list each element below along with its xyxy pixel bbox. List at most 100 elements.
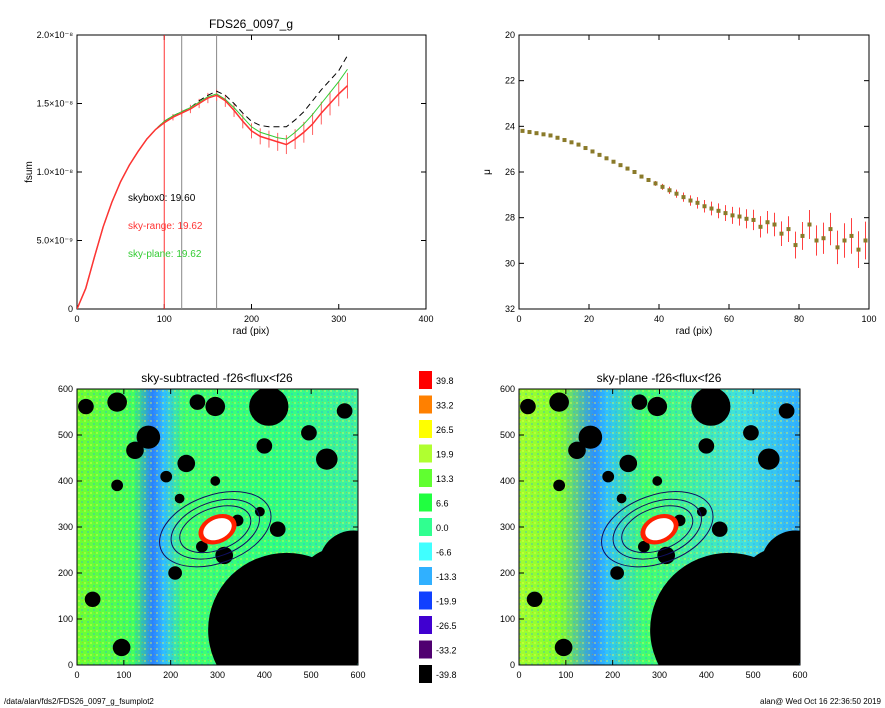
image2-ytick-label: 500	[58, 430, 73, 440]
masked-star	[107, 392, 127, 412]
colorbar-swatch	[419, 518, 432, 536]
fsum-ytick-label: 5.0×10⁻⁹	[37, 236, 74, 246]
masked-star	[757, 448, 780, 470]
image3-xtick-label: 200	[605, 670, 620, 680]
image3-xtick-label: 500	[746, 670, 761, 680]
colorbar-swatch	[419, 444, 432, 463]
masked-star	[743, 425, 759, 441]
profile-ytick-label: 30	[505, 258, 515, 268]
image3-ytick-label: 600	[500, 384, 515, 394]
colorbar-label: -26.5	[436, 621, 457, 631]
image3-xtick-label: 100	[558, 670, 573, 680]
colorbar-label: -19.9	[436, 597, 457, 607]
image2-xtick-label: 400	[257, 670, 272, 680]
colorbar-swatch	[419, 567, 432, 585]
profile-point	[667, 188, 672, 193]
profile-point	[604, 156, 609, 161]
profile-point	[541, 132, 546, 137]
profile-point	[814, 238, 819, 243]
profile-point	[646, 177, 651, 182]
profile-xtick-label: 40	[654, 314, 664, 324]
aperture-ellipse	[170, 498, 260, 560]
fsum-panel: 0 100 200 300 400 0 5.0×10⁻⁹ 1.0×10⁻⁸ 1.5×10⁻⁸ 2.…	[24, 17, 434, 337]
masked-star	[698, 438, 715, 454]
profile-point	[709, 206, 714, 211]
image2-ytick-label: 100	[58, 614, 73, 624]
profile-xtick-label: 60	[724, 314, 734, 324]
colorbar: 39.8 33.2 26.5 19.9 13.3 6.6 0.0 -6.6 -13.3 -19.9…	[419, 371, 457, 683]
colorbar-label: -39.8	[436, 670, 457, 680]
masked-star	[160, 470, 173, 483]
masked-star	[778, 403, 795, 419]
profile-xtick-label: 100	[861, 314, 876, 324]
profile-point	[723, 211, 728, 216]
colorbar-swatch	[419, 493, 432, 512]
profile-point	[548, 133, 553, 138]
profile-point	[751, 217, 756, 222]
masked-star	[112, 638, 131, 657]
profile-point	[849, 233, 854, 238]
profile-panel: 0 20 40 60 80 100 32 30 28 26 24 22 20 rad (pix) μ	[482, 30, 877, 337]
masked-star	[254, 506, 265, 517]
masked-star	[196, 540, 208, 553]
image3-xtick-label: 600	[792, 670, 807, 680]
sky-plane-title: sky-plane -f26<flux<f26	[597, 371, 722, 385]
profile-point	[828, 227, 833, 232]
profile-point	[674, 191, 679, 196]
profile-point	[765, 220, 770, 225]
profile-point	[793, 243, 798, 248]
masked-star	[657, 546, 676, 565]
image3-ytick-label: 400	[500, 476, 515, 486]
image2-ytick-label: 600	[58, 384, 73, 394]
masked-star	[578, 425, 603, 449]
image2-xtick-label: 100	[116, 670, 131, 680]
profile-frame	[518, 34, 870, 310]
profile-point	[632, 170, 637, 174]
fsum-xlabel: rad (pix)	[233, 326, 270, 337]
profile-point	[639, 174, 644, 179]
masked-bright-star	[725, 578, 795, 647]
masked-star	[189, 394, 206, 410]
fsum-ytick-label: 1.0×10⁻⁸	[37, 167, 74, 177]
image2-ytick-label: 300	[58, 522, 73, 532]
masked-star	[526, 591, 543, 607]
masked-star	[174, 493, 185, 504]
fsum-xtick-label: 400	[418, 314, 433, 324]
masked-star	[554, 638, 573, 657]
masked-star	[638, 540, 650, 553]
fsum-title: FDS26_0097_g	[209, 17, 293, 31]
masked-star	[336, 403, 353, 419]
colorbar-label: 26.5	[436, 425, 454, 435]
profile-point	[590, 149, 595, 154]
image2-xtick-label: 200	[163, 670, 178, 680]
masked-star	[696, 506, 707, 517]
profile-point	[527, 130, 532, 135]
colorbar-label: 19.9	[436, 450, 454, 460]
profile-point	[716, 208, 721, 213]
profile-xtick-label: 20	[584, 314, 594, 324]
annotation-sky-plane: sky-plane: 19.62	[128, 249, 202, 260]
colorbar-swatch	[419, 616, 432, 634]
profile-point	[800, 233, 805, 238]
galaxy-core	[203, 518, 232, 541]
colorbar-swatch	[419, 542, 432, 561]
colorbar-label: -33.2	[436, 646, 457, 656]
profile-point	[730, 213, 735, 218]
masked-star	[301, 425, 317, 441]
profile-point	[786, 227, 791, 232]
image3-ytick-label: 100	[500, 614, 515, 624]
aperture-ellipse	[179, 505, 252, 554]
colorbar-label: 0.0	[436, 523, 449, 533]
profile-ytick-label: 24	[505, 121, 515, 131]
colorbar-swatch	[419, 469, 432, 487]
masked-star	[553, 479, 566, 492]
profile-point	[562, 138, 567, 143]
image2-xtick-label: 0	[74, 670, 79, 680]
masked-star	[610, 566, 624, 580]
profile-point	[737, 214, 742, 219]
masked-star	[177, 454, 196, 473]
profile-point	[807, 222, 812, 227]
profile-point	[576, 142, 581, 147]
profile-xlabel: rad (pix)	[676, 326, 713, 337]
masked-star	[315, 448, 338, 470]
